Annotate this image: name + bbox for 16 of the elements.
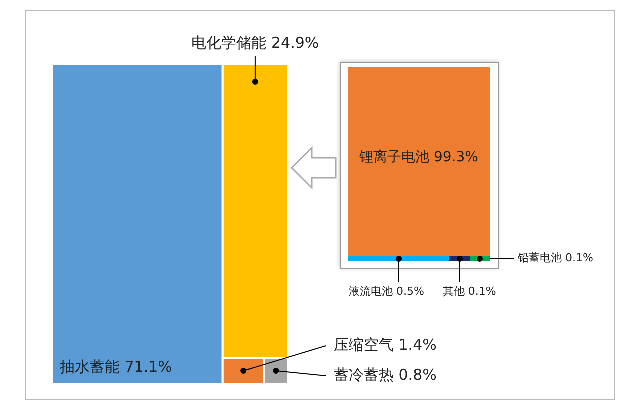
data-label: 0.1% <box>468 284 496 298</box>
data-label: 71.1% <box>124 358 172 376</box>
category-label: 铅蓄电池 <box>517 251 562 264</box>
data-label: 24.9% <box>271 34 320 52</box>
category-label: 抽水蓄能 <box>60 358 120 376</box>
category-label: 锂离子电池 <box>358 150 430 166</box>
category-label: 其他 <box>442 284 465 298</box>
data-label: 0.8% <box>398 366 437 384</box>
category-label: 压缩空气 <box>334 336 394 354</box>
data-label: 0.5% <box>396 284 424 298</box>
category-label: 液流电池 <box>348 284 393 298</box>
category-label: 电化学储能 <box>192 34 267 52</box>
data-label: 0.1% <box>565 251 594 264</box>
category-label: 蓄冷蓄热 <box>334 366 394 384</box>
data-label: 99.3% <box>434 150 478 166</box>
data-label: 1.4% <box>398 336 437 354</box>
